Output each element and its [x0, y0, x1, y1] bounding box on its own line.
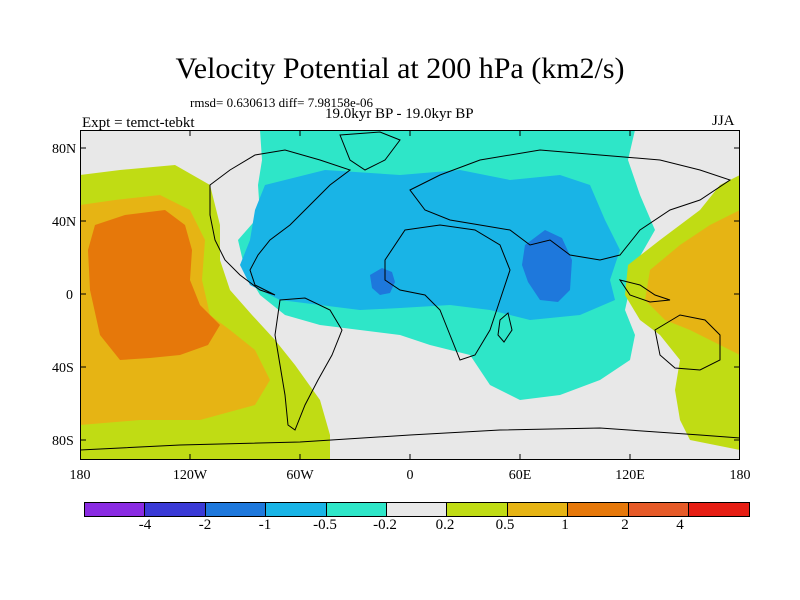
colorbar-box-10 [688, 503, 750, 516]
lon-label-180e: 180 [729, 468, 751, 483]
lat-label-40n: 40N [52, 215, 77, 230]
lon-label-60w: 60W [286, 468, 314, 483]
axis-ticks [80, 130, 740, 460]
colorbar-label: 4 [676, 517, 684, 533]
colorbar-label: 1 [561, 517, 569, 533]
colorbar-label: -4 [138, 517, 152, 533]
lon-label-60e: 60E [508, 468, 532, 483]
colorbar-label: 0.2 [435, 517, 455, 533]
pacific-orange-region [88, 210, 220, 360]
lon-label-120e: 120E [615, 468, 645, 483]
lat-label-0: 0 [66, 288, 73, 303]
colorbar-label: -0.2 [373, 517, 397, 533]
colorbar-box-1 [145, 503, 206, 516]
period-text: 19.0kyr BP - 19.0kyr BP [325, 106, 474, 122]
velocity-potential-map [80, 130, 740, 460]
colorbar-label: 2 [621, 517, 629, 533]
colorbar-box-8 [568, 503, 629, 516]
lon-label-120w: 120W [172, 468, 208, 483]
colorbar-label: -0.5 [313, 517, 337, 533]
season-label: JJA [712, 113, 735, 129]
colorbar-box-0 [85, 503, 146, 516]
colorbar-label: -2 [198, 517, 212, 533]
colorbar-label: -1 [258, 517, 272, 533]
lat-label-40s: 40S [52, 361, 74, 376]
central-blue-region-india [522, 230, 572, 302]
colorbar-box-5 [386, 503, 448, 516]
colorbar-box-9 [628, 503, 689, 516]
colorbar-box-2 [205, 503, 267, 516]
stats-text: rmsd= 0.630613 diff= 7.98158e-06 [190, 95, 374, 110]
lat-label-80s: 80S [52, 434, 74, 449]
westpacific-gold-region [645, 210, 740, 355]
colorbar-box-7 [507, 503, 569, 516]
lon-label-0: 0 [406, 468, 414, 483]
lat-label-80n: 80N [52, 142, 77, 157]
central-skyblue-region [240, 170, 620, 320]
colorbar-label: 0.5 [495, 517, 515, 533]
page-title: Velocity Potential at 200 hPa (km2/s) [175, 52, 625, 85]
colorbar [84, 502, 751, 517]
colorbar-box-6 [447, 503, 508, 516]
lon-label-180w: 180 [69, 468, 91, 483]
central-blue-region-africa [370, 268, 395, 295]
colorbar-box-4 [326, 503, 387, 516]
coastlines [80, 131, 740, 451]
experiment-label: Expt = temct-tebkt [82, 115, 195, 131]
colorbar-box-3 [266, 503, 327, 516]
